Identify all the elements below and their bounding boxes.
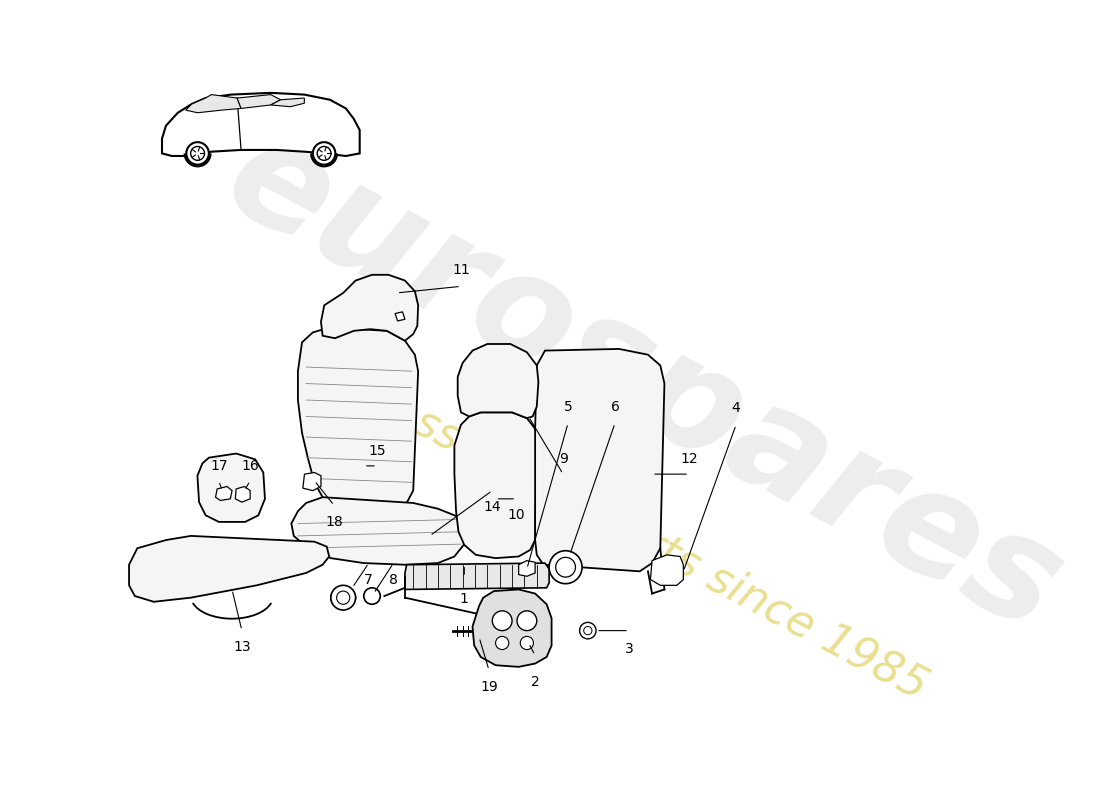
Text: a passion for parts since 1985: a passion for parts since 1985 bbox=[320, 355, 934, 709]
Polygon shape bbox=[129, 536, 329, 602]
Circle shape bbox=[520, 636, 534, 650]
Polygon shape bbox=[235, 486, 250, 502]
Text: 4: 4 bbox=[732, 402, 740, 415]
Text: 15: 15 bbox=[368, 444, 386, 458]
Polygon shape bbox=[454, 412, 537, 558]
Text: 1: 1 bbox=[460, 592, 469, 606]
Text: eurospares: eurospares bbox=[204, 105, 1085, 662]
Text: 11: 11 bbox=[452, 263, 470, 277]
Circle shape bbox=[584, 626, 592, 634]
Circle shape bbox=[580, 622, 596, 639]
Polygon shape bbox=[216, 486, 232, 501]
Circle shape bbox=[331, 586, 355, 610]
Text: 12: 12 bbox=[680, 452, 697, 466]
Circle shape bbox=[190, 146, 205, 160]
Polygon shape bbox=[298, 327, 418, 511]
Polygon shape bbox=[518, 561, 535, 576]
Polygon shape bbox=[271, 98, 305, 106]
Text: 5: 5 bbox=[563, 399, 572, 414]
Polygon shape bbox=[458, 344, 538, 418]
Circle shape bbox=[493, 611, 513, 630]
Text: 13: 13 bbox=[233, 640, 251, 654]
Circle shape bbox=[186, 142, 209, 165]
Polygon shape bbox=[473, 590, 551, 667]
Text: 17: 17 bbox=[210, 459, 228, 473]
Circle shape bbox=[337, 591, 350, 604]
Polygon shape bbox=[321, 275, 418, 341]
Polygon shape bbox=[535, 349, 664, 571]
Polygon shape bbox=[186, 94, 241, 113]
Circle shape bbox=[556, 558, 575, 577]
Polygon shape bbox=[405, 563, 549, 590]
Text: 14: 14 bbox=[484, 500, 502, 514]
Text: 8: 8 bbox=[389, 573, 398, 586]
Circle shape bbox=[364, 588, 381, 604]
Polygon shape bbox=[292, 497, 466, 565]
Text: 2: 2 bbox=[530, 674, 539, 689]
Polygon shape bbox=[395, 312, 405, 321]
Text: 10: 10 bbox=[507, 508, 525, 522]
Circle shape bbox=[312, 142, 336, 165]
Text: 19: 19 bbox=[480, 680, 498, 694]
Text: 18: 18 bbox=[326, 515, 343, 529]
Text: 9: 9 bbox=[559, 452, 568, 466]
Polygon shape bbox=[162, 93, 360, 156]
Polygon shape bbox=[302, 473, 321, 490]
Circle shape bbox=[517, 611, 537, 630]
Text: 6: 6 bbox=[610, 399, 619, 414]
Text: 7: 7 bbox=[364, 573, 373, 586]
Circle shape bbox=[317, 146, 331, 160]
Circle shape bbox=[549, 550, 582, 584]
Circle shape bbox=[496, 636, 509, 650]
Polygon shape bbox=[650, 555, 683, 586]
Polygon shape bbox=[238, 94, 280, 109]
Polygon shape bbox=[197, 454, 265, 522]
Text: 16: 16 bbox=[241, 459, 258, 473]
Text: 3: 3 bbox=[625, 642, 634, 656]
